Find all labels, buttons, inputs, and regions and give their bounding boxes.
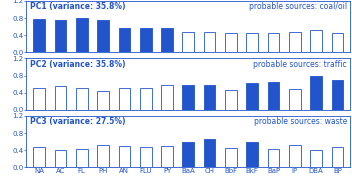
Bar — [268, 82, 279, 110]
Bar — [332, 33, 343, 52]
Bar — [310, 30, 322, 52]
Bar — [76, 149, 88, 167]
Bar — [119, 88, 130, 110]
Bar — [268, 33, 279, 52]
Bar — [204, 85, 215, 110]
Bar — [161, 85, 173, 110]
Bar — [182, 32, 194, 52]
Text: probable sources: coal/oil: probable sources: coal/oil — [249, 2, 347, 12]
Bar — [119, 146, 130, 167]
Bar — [119, 28, 130, 52]
Text: probable sources: traffic: probable sources: traffic — [253, 60, 347, 69]
Bar — [289, 32, 301, 52]
Bar — [289, 145, 301, 167]
Bar — [140, 147, 152, 167]
Bar — [76, 88, 88, 110]
Bar — [140, 28, 152, 52]
Bar — [55, 20, 66, 52]
Bar — [33, 88, 45, 110]
Bar — [310, 76, 322, 110]
Bar — [332, 80, 343, 110]
Bar — [204, 139, 215, 167]
Bar — [97, 91, 109, 110]
Bar — [76, 19, 88, 52]
Text: PC3 (variance: 27.5%): PC3 (variance: 27.5%) — [30, 118, 125, 126]
Bar — [310, 150, 322, 167]
Bar — [246, 83, 258, 110]
Bar — [182, 142, 194, 167]
Bar — [225, 90, 237, 110]
Bar — [97, 145, 109, 167]
Bar — [225, 33, 237, 52]
Bar — [289, 89, 301, 110]
Bar — [140, 88, 152, 110]
Bar — [55, 86, 66, 110]
Text: PC2 (variance: 35.8%): PC2 (variance: 35.8%) — [30, 60, 125, 69]
Bar — [97, 20, 109, 52]
Bar — [161, 146, 173, 167]
Text: probable sources: waste: probable sources: waste — [254, 118, 347, 126]
Bar — [55, 150, 66, 167]
Bar — [204, 32, 215, 52]
Text: PC1 (variance: 35.8%): PC1 (variance: 35.8%) — [30, 2, 125, 12]
Bar — [332, 147, 343, 167]
Bar — [161, 28, 173, 52]
Bar — [246, 33, 258, 52]
Bar — [33, 19, 45, 52]
Bar — [225, 148, 237, 167]
Bar — [268, 149, 279, 167]
Bar — [182, 85, 194, 110]
Bar — [33, 147, 45, 167]
Bar — [246, 142, 258, 167]
